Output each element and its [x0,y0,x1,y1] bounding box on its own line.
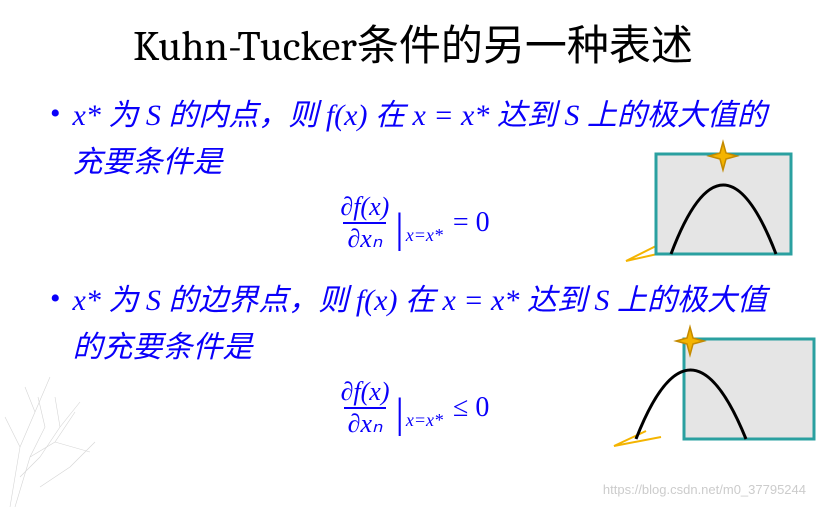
fx: f(x) [326,99,368,132]
denominator: ∂xₙ [344,407,387,439]
denominator: ∂xₙ [343,222,386,254]
numerator: ∂f(x) [337,377,394,407]
text-frag: 为 S 的内点，则 [101,99,326,132]
formula-1: ∂f(x) ∂xₙ | x=x* = 0 [50,192,786,254]
relation: = 0 [453,207,490,239]
slide-title: Kuhn-Tucker条件的另一种表述 [0,0,826,73]
watermark: https://blog.csdn.net/m0_37795244 [603,482,806,497]
fraction: ∂f(x) ∂xₙ [336,192,393,254]
text-frag: 在 [367,99,412,132]
var-xstar: x* [73,99,101,132]
eval-bar: | [396,390,404,438]
eq-lhs: x [412,99,425,132]
corner-decoration [0,357,110,507]
text-frag: 为 S 的边界点，则 [101,284,356,317]
bullet-marker: • [50,278,61,320]
interior-point-diagram [616,136,816,266]
numerator: ∂f(x) [336,192,393,222]
fx: f(x) [356,284,398,317]
eval-sub: x=x* [406,410,443,431]
eq-rhs: = x* [456,284,520,317]
eq-lhs: x [442,284,455,317]
bullet-marker: • [50,93,61,135]
eq-rhs: = x* [426,99,490,132]
var-xstar: x* [73,284,101,317]
text-frag: 在 [397,284,442,317]
eval-bar: | [395,205,403,253]
content-area: • x* 为 S 的内点，则 f(x) 在 x = x* 达到 S 上的极大值的… [0,73,826,439]
formula-2: ∂f(x) ∂xₙ | x=x* ≤ 0 [50,377,786,439]
relation: ≤ 0 [453,392,489,424]
boundary-point-diagram [606,321,826,451]
fraction: ∂f(x) ∂xₙ [337,377,394,439]
eval-sub: x=x* [406,225,443,246]
